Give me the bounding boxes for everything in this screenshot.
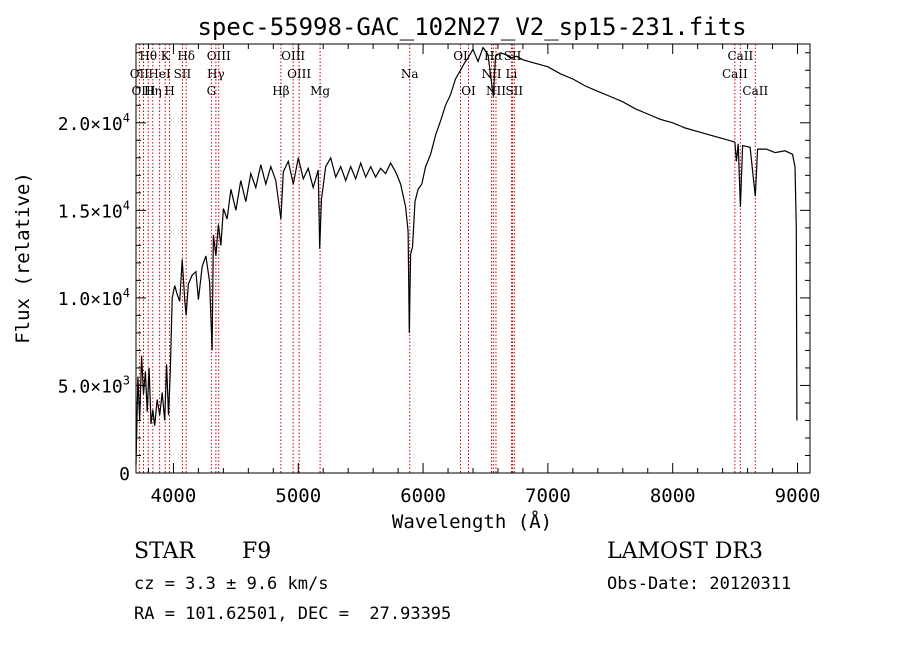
line-label: OIII [281, 49, 305, 63]
x-axis-label: Wavelength (Å) [392, 510, 552, 533]
line-label: Na [401, 67, 419, 81]
coordinates: RA = 101.62501, DEC = 27.93395 [134, 604, 452, 624]
chart-title: spec-55998-GAC_102N27_V2_sp15-231.fits [197, 13, 746, 41]
line-label: CaII [722, 67, 748, 81]
x-axis-ticks: 4000 5000 6000 7000 8000 9000 [147, 44, 821, 507]
y-tick-label: 0 [119, 464, 130, 485]
y-axis-ticks: 0 5.0×103 1.0×104 1.5×104 2.0×104 [58, 52, 810, 485]
line-label: OIII [207, 49, 231, 63]
line-label: SII [505, 84, 523, 98]
line-label: K [161, 49, 171, 63]
line-label: G [207, 84, 217, 98]
line-label: Hα [484, 49, 503, 63]
obs-date: Obs-Date: 20120311 [607, 574, 792, 594]
y-tick-label: 1.5×104 [58, 198, 130, 222]
line-label: Hγ [207, 67, 225, 81]
line-label: Hθ [139, 49, 157, 63]
x-tick-label: 4000 [151, 485, 197, 507]
x-tick-label: 7000 [525, 485, 571, 507]
line-label: Hδ [177, 49, 195, 63]
line-label: Hβ [272, 84, 289, 98]
line-label: NII [486, 84, 506, 98]
spectrum-chart: spec-55998-GAC_102N27_V2_sp15-231.fits H… [12, 13, 821, 533]
line-label: NII [481, 67, 501, 81]
line-label: OI [461, 84, 476, 98]
line-label: CaII [742, 84, 768, 98]
line-label: HeI [148, 67, 171, 81]
line-label: Hη [144, 84, 162, 98]
line-label: H [164, 84, 174, 98]
x-tick-label: 6000 [400, 485, 446, 507]
x-tick-label: 5000 [275, 485, 321, 507]
x-tick-label: 8000 [650, 485, 696, 507]
plot-frame [135, 43, 811, 474]
y-tick-label: 1.0×104 [58, 286, 130, 310]
spectrum-line [135, 46, 798, 465]
line-label: SII [174, 67, 192, 81]
line-label: OI [453, 49, 468, 63]
velocity-text: cz = 3.3 ± 9.6 km/s [134, 574, 329, 594]
line-label: Li [506, 67, 518, 81]
line-label: CaII [727, 49, 753, 63]
x-tick-label: 9000 [775, 485, 821, 507]
line-markers [138, 44, 756, 473]
object-type: STAR [134, 539, 195, 564]
line-label: Mg [310, 84, 330, 98]
line-label: OIII [287, 67, 311, 81]
y-tick-label: 2.0×104 [58, 111, 130, 135]
y-tick-label: 5.0×103 [58, 373, 130, 397]
line-label: OII [130, 67, 150, 81]
subclass: F9 [242, 539, 272, 564]
survey-name: LAMOST DR3 [607, 539, 763, 564]
y-axis-label: Flux (relative) [12, 172, 34, 344]
line-label: SII [504, 49, 522, 63]
